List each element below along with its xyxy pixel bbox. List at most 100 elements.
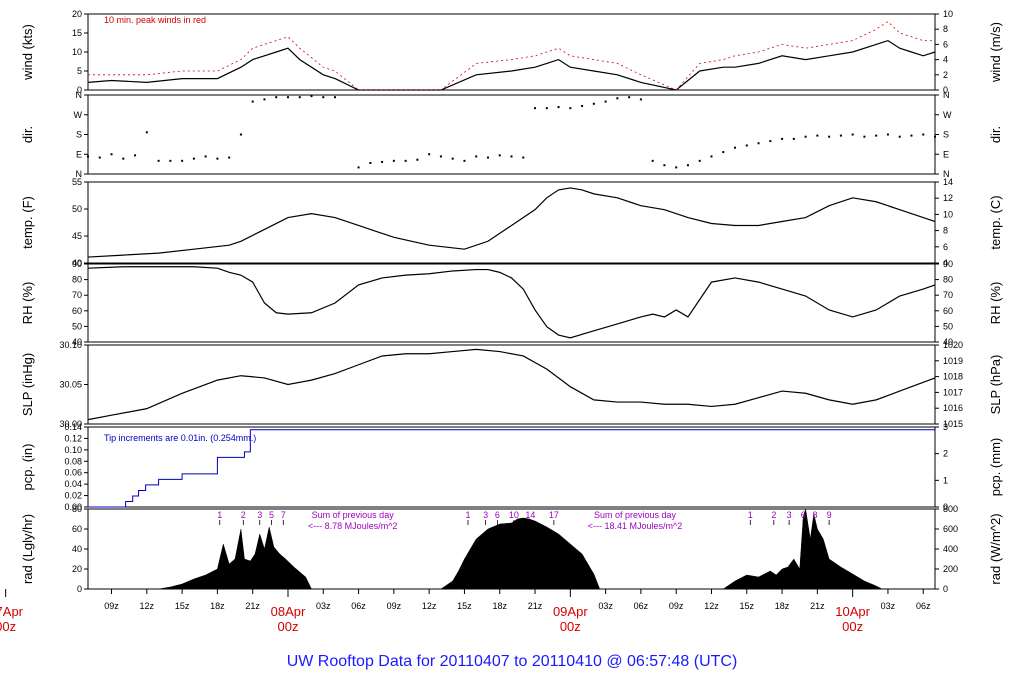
x-tick-label: 12z [704,601,719,611]
data-point [392,159,395,162]
right-tick-label: 70 [943,290,953,300]
right-tick-label: 4 [943,55,948,65]
right-tick-label: S [943,130,949,140]
right-tick-label: 1015 [943,419,963,429]
series-rh-0 [87,266,936,339]
left-tick-label: 0.12 [64,433,82,443]
x-tick-label: 06z [351,601,366,611]
data-point [581,104,584,107]
left-tick-label: 0.04 [64,479,82,489]
data-point [745,144,748,147]
left-tick-label: 60 [72,524,82,534]
right-tick-label: 1 [943,475,948,485]
rad-annotation: 10 [509,510,519,520]
data-point [228,156,231,159]
data-point [851,133,854,136]
x-tick-label: 12z [140,601,155,611]
data-point [416,158,419,161]
right-tick-label: 6 [943,39,948,49]
data-point [357,166,360,169]
data-point [922,133,925,136]
data-point [898,135,901,138]
data-point [510,155,513,158]
right-tick-label: 200 [943,564,958,574]
left-tick-label: 80 [72,275,82,285]
panel-annotation: 10 min. peak winds in red [104,15,206,25]
date-label-time: 00z [560,619,581,634]
right-tick-label: 1017 [943,387,963,397]
left-tick-label: 0.08 [64,456,82,466]
right-tick-label: 1019 [943,356,963,366]
right-tick-label: N [943,169,950,179]
data-point [122,157,125,160]
data-point [757,142,760,145]
data-point [192,157,195,160]
right-tick-label: 600 [943,524,958,534]
left-tick-label: 30.10 [59,340,82,350]
data-point [463,159,466,162]
panel-pcp: 0.000.02 0.040.06 0.080.10 0.120.14 0 1 2 3 pcp.… [20,422,1003,512]
data-point [675,166,678,169]
x-tick-label: 12z [422,601,437,611]
rad-annotation: 6 [495,510,500,520]
x-tick-label: 09z [387,601,402,611]
rad-annotation: Sum of previous day [312,510,395,520]
data-point [875,134,878,137]
left-tick-label: 0.02 [64,491,82,501]
panel-annotation: Tip increments are 0.01in. (0.254mm.) [104,433,256,443]
series-wind-1 [88,21,935,91]
data-point [498,154,501,157]
left-tick-label: 90 [72,259,82,269]
right-tick-label: 1020 [943,340,963,350]
right-axis-label: temp. (C) [988,195,1003,249]
right-tick-label: 0 [943,85,948,95]
data-point [886,133,889,136]
right-tick-label: 1018 [943,372,963,382]
data-point [734,146,737,149]
left-tick-label: 70 [72,290,82,300]
left-tick-label: 40 [72,544,82,554]
data-point [98,156,101,159]
left-tick-label: 20 [72,9,82,19]
left-tick-label: 10 [72,47,82,57]
series-line [87,266,936,339]
right-axis-label: RH (%) [988,282,1003,325]
rad-annotation: 1 [748,510,753,520]
data-point [475,155,478,158]
left-tick-label: 0 [77,85,82,95]
rad-annotation: 1 [465,510,470,520]
right-tick-label: 0 [943,502,948,512]
x-tick-label: 03z [598,601,613,611]
left-tick-label: 0.00 [64,502,82,512]
right-tick-label: 50 [943,321,953,331]
data-point [792,137,795,140]
data-point [486,156,489,159]
right-tick-label: E [943,149,949,159]
panel-wind: 0 5 10 15 20 0 2 4 6 8 10 wind (kts) wind (m/s) 10 mi… [20,9,1003,95]
x-tick-label: 09z [104,601,119,611]
series-temp-0 [87,187,936,258]
data-point [616,97,619,100]
data-point [557,106,560,109]
left-tick-label: 30.05 [59,380,82,390]
left-tick-label: N [76,90,83,100]
rad-annotation: 9 [827,510,832,520]
right-tick-label: 400 [943,544,958,554]
data-point [451,157,454,160]
x-tick-label: 03z [316,601,331,611]
rad-annotation: Sum of previous day [594,510,677,520]
series-line [87,39,936,91]
data-point [404,159,407,162]
right-axis-label: dir. [988,126,1003,143]
left-tick-label: 0.14 [64,422,82,432]
right-tick-label: 40 [943,337,953,347]
right-tick-label: 6 [943,242,948,252]
right-tick-label: 60 [943,306,953,316]
data-point [604,100,607,103]
series-line [87,187,936,258]
left-tick-label: 40 [72,337,82,347]
right-axis-label: pcp. (mm) [988,438,1003,497]
data-point [686,164,689,167]
right-tick-label: 8 [943,226,948,236]
